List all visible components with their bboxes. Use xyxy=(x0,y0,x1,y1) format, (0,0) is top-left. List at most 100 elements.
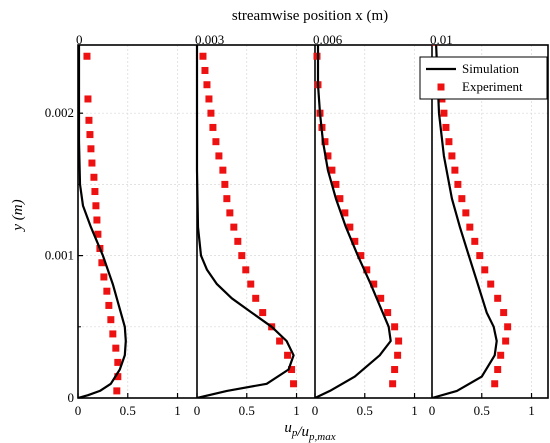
plot-frame xyxy=(77,44,549,399)
simulation-line xyxy=(431,45,498,398)
experiment-point xyxy=(284,351,292,359)
x-axis-title-slash: / xyxy=(296,424,303,440)
experiment-point xyxy=(391,366,399,374)
simulation-line xyxy=(314,45,392,398)
experiment-point xyxy=(221,180,229,188)
experiment-point xyxy=(494,366,502,374)
experiment-point xyxy=(391,323,399,331)
legend-experiment-swatch xyxy=(437,83,445,91)
experiment-point xyxy=(442,123,450,131)
experiment-point xyxy=(215,152,223,160)
experiment-point xyxy=(321,138,329,146)
panel-position-label: 0.006 xyxy=(313,32,343,47)
experiment-point xyxy=(462,209,470,217)
experiment-point xyxy=(247,280,255,288)
experiment-point xyxy=(363,266,371,274)
experiment-point xyxy=(88,159,96,167)
experiment-point xyxy=(92,202,100,210)
experiment-point xyxy=(242,266,250,274)
experiment-point xyxy=(93,216,101,224)
experiment-point xyxy=(288,366,296,374)
experiment-point xyxy=(445,138,453,146)
x-tick-label: 1 xyxy=(528,403,535,418)
legend-experiment-label: Experiment xyxy=(462,79,523,94)
experiment-point xyxy=(207,109,215,117)
experiment-point xyxy=(203,81,211,89)
experiment-point xyxy=(351,237,359,245)
legend-simulation-label: Simulation xyxy=(462,61,520,76)
x-tick-label: 0 xyxy=(75,403,82,418)
experiment-point xyxy=(328,166,336,174)
experiment-point xyxy=(86,131,94,139)
panel-position-label: 0.01 xyxy=(430,32,453,47)
experiment-point xyxy=(223,195,231,203)
experiment-point xyxy=(113,387,121,395)
legend: Simulation Experiment xyxy=(419,56,548,100)
x-tick-label: 1 xyxy=(293,403,300,418)
x-tick-label: 1 xyxy=(411,403,418,418)
experiment-point xyxy=(105,301,113,309)
experiment-point xyxy=(226,209,234,217)
experiment-point xyxy=(252,294,260,302)
x-tick-label: 0.5 xyxy=(239,403,255,418)
experiment-point xyxy=(90,173,98,181)
chart-title: streamwise position x (m) xyxy=(232,8,388,24)
experiment-point xyxy=(114,358,122,366)
experiment-point xyxy=(209,123,217,131)
experiment-point xyxy=(219,166,227,174)
experiment-point xyxy=(201,66,209,74)
experiment-point xyxy=(384,309,392,317)
x-axis-title-base: u xyxy=(302,424,310,440)
x-tick-label: 0 xyxy=(194,403,201,418)
y-tick-label: 0 xyxy=(68,390,75,405)
experiment-point xyxy=(389,380,397,388)
experiment-point xyxy=(259,309,267,317)
experiment-point xyxy=(107,316,115,324)
experiment-point xyxy=(502,337,510,345)
experiment-point xyxy=(91,188,99,196)
experiment-point xyxy=(103,287,111,295)
x-tick-label: 1 xyxy=(174,403,181,418)
experiment-point xyxy=(230,223,238,231)
panel-position-label: 0 xyxy=(76,32,83,47)
x-tick-label: 0.5 xyxy=(357,403,373,418)
experiment-point xyxy=(458,195,466,203)
experiment-point xyxy=(504,323,512,331)
x-axis-title-base: u xyxy=(284,420,292,436)
y-axis-title: y (m) xyxy=(10,199,26,232)
experiment-point xyxy=(448,152,456,160)
experiment-point xyxy=(290,380,298,388)
experiment-point xyxy=(112,344,120,352)
experiment-point xyxy=(500,309,508,317)
x-tick-label: 0 xyxy=(429,403,436,418)
experiment-point xyxy=(497,351,505,359)
grid-group xyxy=(78,45,548,398)
experiment-point xyxy=(84,95,92,103)
experiment-point xyxy=(94,230,102,238)
experiment-point xyxy=(98,259,106,267)
experiment-point xyxy=(395,337,403,345)
x-tick-label: 0 xyxy=(312,403,319,418)
experiment-point xyxy=(332,180,340,188)
experiment-point xyxy=(487,280,495,288)
experiment-point xyxy=(357,252,365,260)
experiment-point xyxy=(83,52,91,60)
x-axis-title-subscript: p xyxy=(291,427,298,439)
experiment-point xyxy=(238,252,246,260)
experiment-point xyxy=(466,223,474,231)
experiment-point xyxy=(114,373,122,381)
experiment-point xyxy=(481,266,489,274)
x-axis-title: up/up,max xyxy=(284,420,335,443)
experiment-point xyxy=(85,116,93,124)
experiment-point xyxy=(377,294,385,302)
experiment-point xyxy=(471,237,479,245)
experiment-point xyxy=(494,294,502,302)
simulation-line xyxy=(195,45,295,398)
legend-box xyxy=(419,56,548,100)
experiment-point xyxy=(324,152,332,160)
experiment-point xyxy=(199,52,207,60)
experiment-point xyxy=(336,195,344,203)
experiment-point xyxy=(454,180,462,188)
